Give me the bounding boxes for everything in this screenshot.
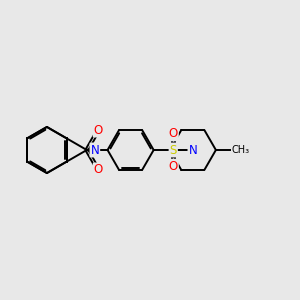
Text: N: N xyxy=(188,143,197,157)
Text: S: S xyxy=(169,143,177,157)
Text: CH₃: CH₃ xyxy=(232,145,250,155)
Text: O: O xyxy=(169,160,178,172)
Text: N: N xyxy=(91,143,99,157)
Text: O: O xyxy=(94,124,103,136)
Text: O: O xyxy=(169,128,178,140)
Text: O: O xyxy=(94,164,103,176)
